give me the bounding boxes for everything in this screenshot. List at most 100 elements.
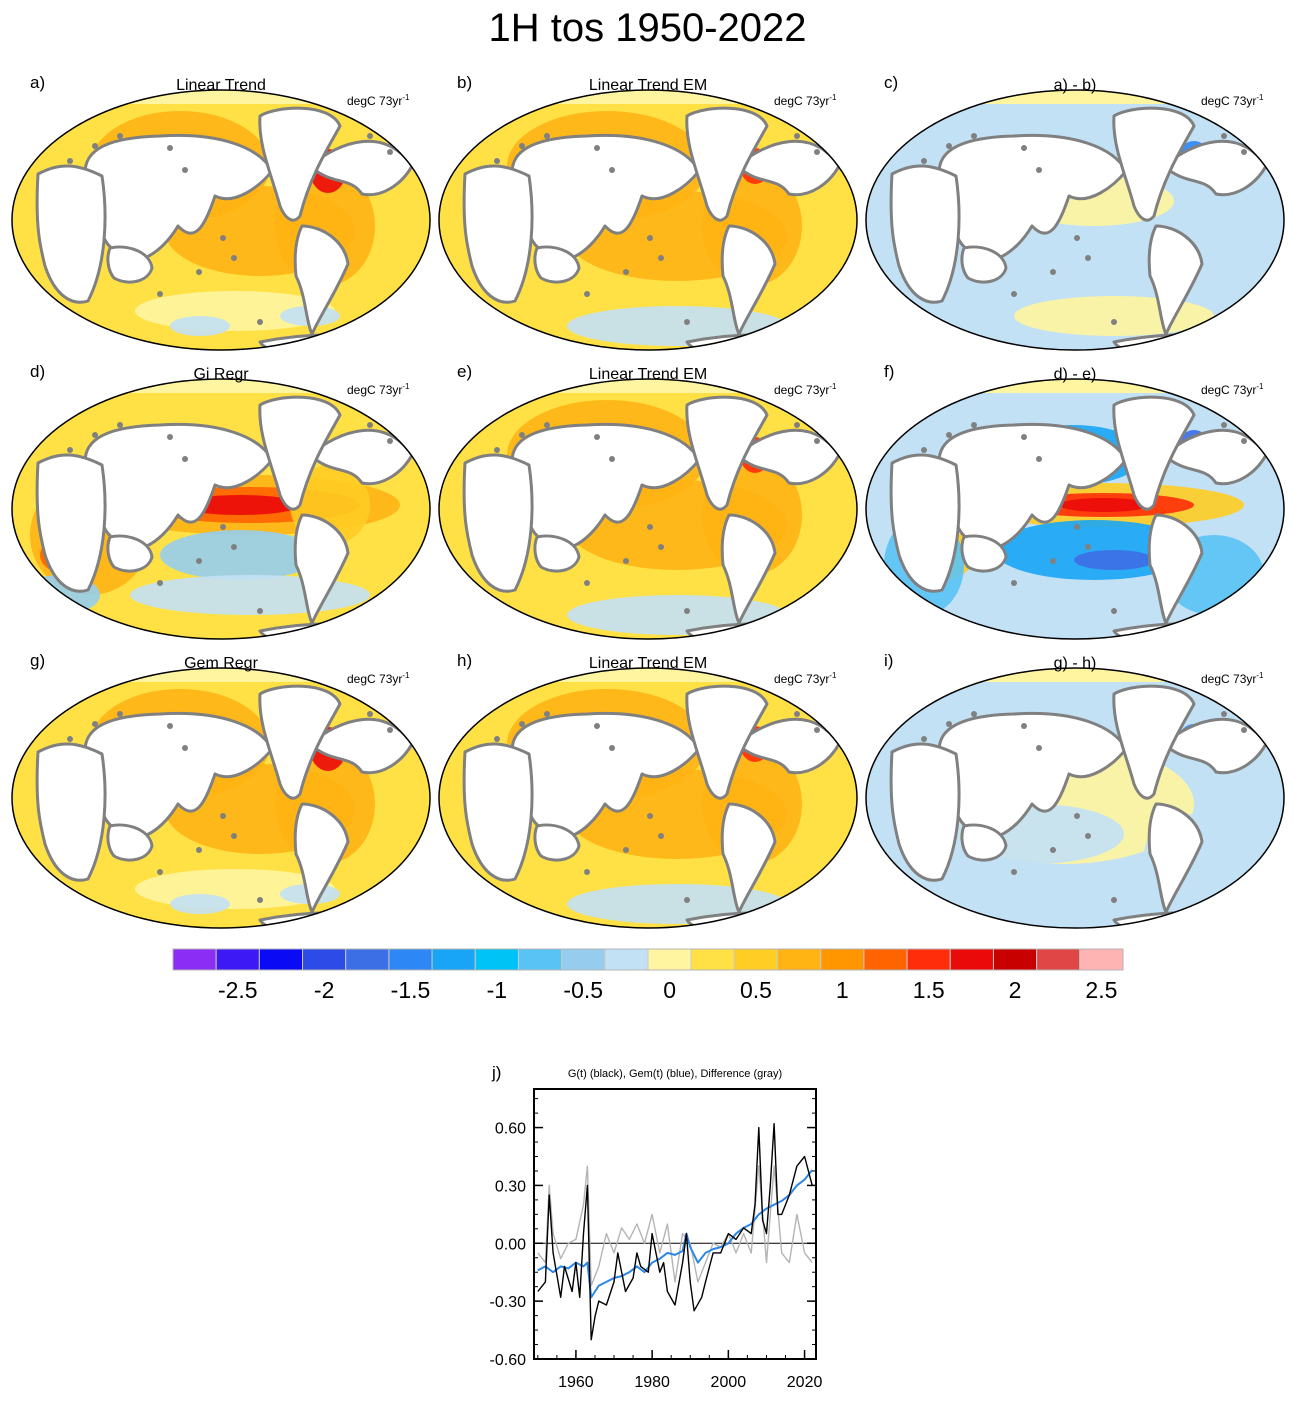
map-border — [438, 667, 858, 929]
map-panel-i: i) g) - h) degC 73yr-1 — [865, 651, 1285, 929]
map-border — [11, 89, 431, 351]
colorbar-swatch — [733, 948, 779, 971]
island — [544, 422, 550, 428]
continent-coastline — [735, 139, 841, 197]
island — [1085, 833, 1091, 839]
continent-coastline — [1162, 139, 1268, 197]
island — [367, 711, 373, 717]
colorbar-swatch — [302, 948, 347, 971]
island — [971, 133, 977, 139]
island — [167, 434, 173, 440]
continent-coastline — [308, 139, 414, 197]
colorbar-swatch — [690, 948, 735, 971]
island — [67, 447, 73, 453]
island — [257, 608, 263, 614]
continent-coastline — [735, 428, 841, 486]
colorbar-swatch — [474, 948, 519, 971]
island — [1036, 745, 1042, 751]
island — [519, 721, 525, 727]
island — [1111, 897, 1117, 903]
continent-coastline — [685, 684, 769, 800]
map-panel-f: f) d) - e) degC 73yr-1 — [865, 362, 1285, 640]
island — [1036, 167, 1042, 173]
panel-letter: i) — [884, 651, 893, 670]
island — [609, 745, 615, 751]
colorbar-tick-label: -1 — [487, 977, 507, 1003]
island — [92, 432, 98, 438]
continent-coastline — [106, 245, 154, 284]
panel-letter: j) — [491, 1063, 501, 1082]
continent-coastline — [1162, 428, 1268, 486]
x-tick-label: 2000 — [711, 1374, 747, 1391]
anomaly-contour — [567, 595, 787, 635]
continent-coastline — [35, 453, 107, 593]
island — [67, 158, 73, 164]
island — [971, 711, 977, 717]
island — [544, 133, 550, 139]
colorbar-swatch — [906, 948, 951, 971]
continent-coastline — [462, 742, 534, 882]
island — [220, 524, 226, 530]
x-tick-label: 1960 — [558, 1374, 594, 1391]
island — [971, 422, 977, 428]
anomaly-contour — [457, 676, 497, 692]
island — [167, 723, 173, 729]
panel-letter: d) — [30, 362, 45, 381]
continent-coastline — [960, 823, 1008, 862]
anomaly-contour — [1074, 550, 1154, 570]
y-tick-label: 0.30 — [495, 1178, 526, 1195]
continent-coastline — [106, 534, 154, 573]
island — [658, 833, 664, 839]
x-tick-label: 2020 — [787, 1374, 823, 1391]
island — [946, 432, 952, 438]
colorbar-swatch — [992, 948, 1038, 971]
map-panel-c: c) a) - b) degC 73yr-1 — [865, 73, 1285, 351]
colorbar-swatch — [820, 948, 865, 971]
y-tick-label: -0.60 — [490, 1352, 527, 1369]
island — [684, 608, 690, 614]
island — [1011, 869, 1017, 875]
island — [196, 269, 202, 275]
colorbar-tick-label: 2 — [1009, 977, 1022, 1003]
continent-coastline — [1112, 684, 1196, 800]
island — [117, 711, 123, 717]
colorbar-tick-label: 2.5 — [1085, 977, 1117, 1003]
colorbar-swatch — [777, 948, 822, 971]
island — [1074, 235, 1080, 241]
island — [1111, 319, 1117, 325]
panel-letter: f) — [884, 362, 894, 381]
island — [584, 580, 590, 586]
island — [1036, 456, 1042, 462]
panel-letter: b) — [457, 73, 472, 92]
island — [794, 422, 800, 428]
island — [519, 143, 525, 149]
continent-coastline — [889, 453, 961, 593]
colorbar-swatch — [431, 948, 476, 971]
map-border — [438, 89, 858, 351]
map-panel-a: a) Linear Trend degC 73yr-1 — [11, 73, 431, 351]
x-tick-label: 1980 — [634, 1374, 670, 1391]
island — [623, 269, 629, 275]
island — [814, 438, 820, 444]
panel-units: degC 73yr-1 — [1201, 93, 1264, 108]
island — [220, 235, 226, 241]
continent-coastline — [960, 534, 1008, 573]
colorbar-swatch — [604, 948, 649, 971]
continent-coastline — [735, 717, 841, 775]
continent-coastline — [685, 106, 769, 222]
colorbar-swatch — [345, 948, 390, 971]
island — [544, 711, 550, 717]
continent-coastline — [960, 245, 1008, 284]
island — [647, 524, 653, 530]
panel-title: Linear Trend EM — [589, 655, 707, 672]
island — [182, 167, 188, 173]
continent-coastline — [258, 622, 412, 639]
island — [594, 434, 600, 440]
island — [1241, 149, 1247, 155]
anomaly-contour — [934, 864, 1074, 904]
map-panel-d: d) Gi Regr degC 73yr-1 — [11, 362, 431, 640]
island — [921, 158, 927, 164]
panel-units: degC 73yr-1 — [347, 93, 410, 108]
colorbar-swatch — [388, 948, 433, 971]
continent-coastline — [889, 742, 961, 882]
